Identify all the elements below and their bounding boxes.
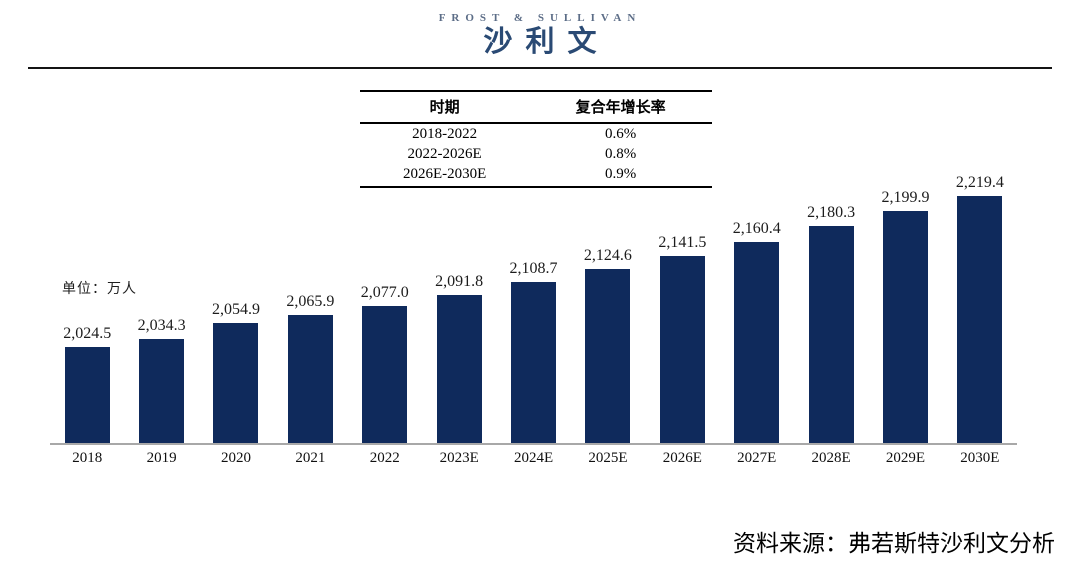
bar-slot: 2,160.4 [720, 160, 794, 443]
bar-slot: 2,219.4 [943, 160, 1017, 443]
table-row: 2018-2022 0.6% [360, 123, 712, 144]
bar-value-label: 2,054.9 [211, 301, 260, 318]
table-header-cagr: 复合年增长率 [529, 90, 712, 124]
bar-slot: 2,141.5 [645, 160, 719, 443]
bar [585, 269, 631, 443]
bar-slot: 2,124.6 [571, 160, 645, 443]
bar-slot: 2,077.0 [348, 160, 422, 443]
x-axis-label: 2024E [513, 450, 554, 466]
bar [808, 226, 854, 443]
bar [659, 256, 705, 443]
bar-value-label: 2,108.7 [509, 260, 558, 277]
logo-english-text: FROST & SULLIVAN [438, 12, 642, 24]
bar [734, 242, 780, 443]
bar-slot: 2,180.3 [794, 160, 868, 443]
bar-value-label: 2,141.5 [658, 234, 707, 251]
x-axis-label: 2022 [369, 450, 400, 466]
x-axis-label: 2020 [220, 450, 251, 466]
unit-label: 单位：万人 [62, 282, 137, 297]
table-row: 2022-2026E 0.8% [360, 144, 712, 164]
source-note: 资料来源：弗若斯特沙利文分析 [733, 530, 1055, 556]
header-divider [28, 67, 1052, 69]
bar [64, 347, 110, 443]
x-axis-labels: 2018 2019 2020 2021 2022 2023E 2024E 2025E 2026E… [50, 450, 1017, 467]
bar-value-label: 2,199.9 [881, 189, 930, 206]
table-header-row: 时期 复合年增长率 [360, 90, 712, 124]
frost-sullivan-logo: FROST & SULLIVAN 沙利文 [0, 12, 1080, 59]
bar-slot: 2,091.8 [422, 160, 496, 443]
x-axis-label: 2025E [588, 450, 628, 466]
bar-value-label: 2,077.0 [360, 284, 409, 301]
period-cell: 2026E-2030E [360, 164, 530, 188]
x-axis-label: 2018 [72, 450, 103, 466]
cagr-cell: 0.6% [604, 126, 637, 142]
bar-value-label: 2,065.9 [286, 293, 335, 310]
period-cell: 2022-2026E [407, 146, 482, 162]
cagr-cell: 0.8% [604, 146, 637, 162]
bar-value-label: 2,180.3 [807, 204, 856, 221]
bar [287, 315, 333, 443]
x-axis-label: 2028E [811, 450, 851, 466]
x-axis-label: 2026E [662, 450, 702, 466]
bar-value-label: 2,091.8 [435, 273, 484, 290]
period-cell: 2018-2022 [412, 126, 478, 142]
bar-slot: 2,199.9 [868, 160, 942, 443]
bar-slot: 2,034.3 [124, 160, 198, 443]
bar-slot: 2,065.9 [273, 160, 347, 443]
bar-value-label: 2,124.6 [583, 247, 632, 264]
bar-slot: 2,108.7 [496, 160, 570, 443]
x-axis-label: 2019 [146, 450, 177, 466]
cagr-table: 时期 复合年增长率 2018-2022 0.6% 2022-2026E 0.8%… [360, 90, 712, 188]
logo-chinese-text: 沙利文 [483, 26, 610, 59]
bar [213, 323, 259, 443]
bar [139, 339, 185, 443]
bar-value-label: 2,219.4 [955, 174, 1004, 191]
bar-slot: 2,054.9 [199, 160, 273, 443]
bar-value-label: 2,034.3 [137, 317, 186, 334]
bar-value-label: 2,024.5 [63, 325, 112, 342]
table-header-period: 时期 [360, 90, 530, 124]
bar [436, 295, 482, 443]
x-axis-label: 2021 [295, 450, 326, 466]
table-row: 2026E-2030E 0.9% [360, 164, 712, 188]
bar-value-label: 2,160.4 [732, 220, 781, 237]
cagr-cell: 0.9% [529, 164, 712, 188]
bar [882, 211, 928, 443]
bar [362, 306, 408, 443]
bar [957, 196, 1003, 443]
bar-chart: 2,024.5 2,034.3 2,054.9 2,065.9 2,077.0 2,091… [50, 160, 1017, 445]
x-axis-label: 2023E [439, 450, 479, 466]
x-axis-label: 2029E [885, 450, 926, 466]
bar-slot: 2,024.5 [50, 160, 124, 443]
x-axis-label: 2030E [960, 450, 1000, 466]
bar [511, 282, 557, 443]
x-axis-label: 2027E [737, 450, 777, 466]
